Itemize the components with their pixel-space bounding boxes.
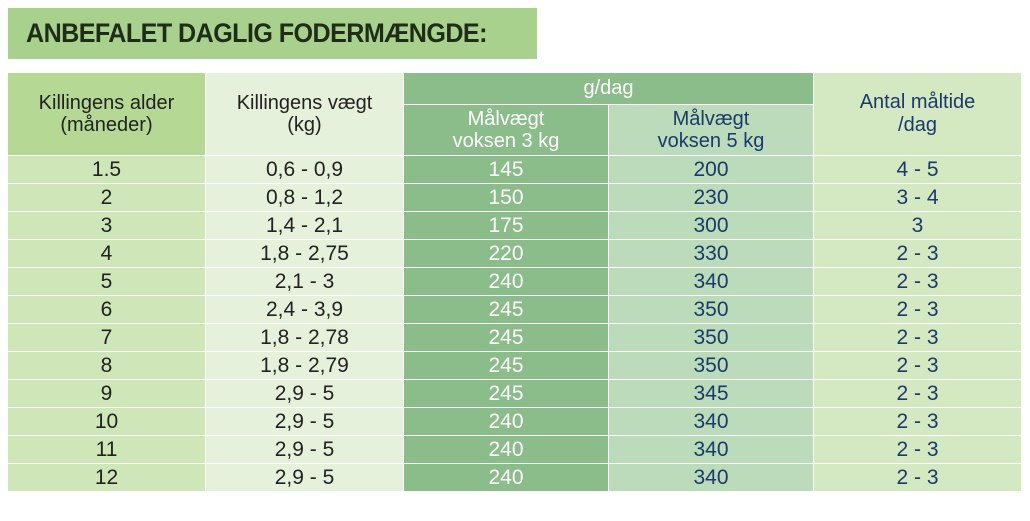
page-title: ANBEFALET DAGLIG FODERMÆNGDE: bbox=[26, 18, 487, 48]
table-row: 5 2,1 - 3 240 340 2 - 3 bbox=[7, 267, 1022, 296]
cell-target-3kg: 150 bbox=[403, 183, 609, 212]
cell-target-5kg: 340 bbox=[608, 435, 814, 464]
cell-meals: 2 - 3 bbox=[813, 463, 1022, 492]
cell-target-3kg: 245 bbox=[403, 295, 609, 324]
header-target-5kg-line1: Målvægt bbox=[672, 108, 750, 130]
cell-meals: 2 - 3 bbox=[813, 351, 1022, 380]
header-weight-line1: Killingens vægt bbox=[236, 92, 373, 114]
cell-target-3kg: 220 bbox=[403, 239, 609, 268]
cell-target-5kg: 340 bbox=[608, 267, 814, 296]
header-target-3kg: Målvægt voksen 3 kg bbox=[403, 104, 609, 156]
cell-target-3kg: 145 bbox=[403, 155, 609, 184]
title-banner: ANBEFALET DAGLIG FODERMÆNGDE: bbox=[8, 8, 537, 59]
cell-age: 11 bbox=[7, 435, 206, 464]
cell-target-5kg: 200 bbox=[608, 155, 814, 184]
cell-meals: 4 - 5 bbox=[813, 155, 1022, 184]
cell-age: 9 bbox=[7, 379, 206, 408]
cell-target-3kg: 240 bbox=[403, 267, 609, 296]
cell-meals: 2 - 3 bbox=[813, 267, 1022, 296]
header-age-line2: (måneder) bbox=[60, 114, 153, 136]
cell-meals: 2 - 3 bbox=[813, 379, 1022, 408]
header-target-3kg-line2: voksen 3 kg bbox=[452, 130, 560, 152]
cell-age: 12 bbox=[7, 463, 206, 492]
cell-target-3kg: 240 bbox=[403, 407, 609, 436]
cell-target-5kg: 350 bbox=[608, 351, 814, 380]
cell-meals: 3 bbox=[813, 211, 1022, 240]
table-row: 6 2,4 - 3,9 245 350 2 - 3 bbox=[7, 295, 1022, 324]
cell-age: 10 bbox=[7, 407, 206, 436]
cell-target-5kg: 330 bbox=[608, 239, 814, 268]
table-row: 2 0,8 - 1,2 150 230 3 - 4 bbox=[7, 183, 1022, 212]
cell-age: 7 bbox=[7, 323, 206, 352]
cell-target-5kg: 350 bbox=[608, 323, 814, 352]
cell-target-5kg: 345 bbox=[608, 379, 814, 408]
header-meals-line2: /dag bbox=[898, 114, 937, 136]
cell-weight: 1,8 - 2,75 bbox=[205, 239, 404, 268]
cell-age: 3 bbox=[7, 211, 206, 240]
cell-target-3kg: 240 bbox=[403, 463, 609, 492]
cell-target-3kg: 175 bbox=[403, 211, 609, 240]
cell-weight: 2,9 - 5 bbox=[205, 435, 404, 464]
cell-target-3kg: 245 bbox=[403, 351, 609, 380]
cell-meals: 2 - 3 bbox=[813, 239, 1022, 268]
cell-age: 8 bbox=[7, 351, 206, 380]
header-target-5kg: Målvægt voksen 5 kg bbox=[608, 104, 814, 156]
table-row: 3 1,4 - 2,1 175 300 3 bbox=[7, 211, 1022, 240]
cell-weight: 2,9 - 5 bbox=[205, 463, 404, 492]
cell-age: 5 bbox=[7, 267, 206, 296]
header-weight: Killingens vægt (kg) bbox=[205, 72, 404, 156]
header-meals-line1: Antal måltide bbox=[859, 91, 976, 113]
header-target-5kg-line2: voksen 5 kg bbox=[657, 130, 765, 152]
cell-age: 1.5 bbox=[7, 155, 206, 184]
cell-target-5kg: 230 bbox=[608, 183, 814, 212]
header-row-top: Killingens alder (måneder) Killingens væ… bbox=[7, 72, 1022, 156]
cell-target-3kg: 240 bbox=[403, 435, 609, 464]
table-row: 8 1,8 - 2,79 245 350 2 - 3 bbox=[7, 351, 1022, 380]
cell-weight: 2,4 - 3,9 bbox=[205, 295, 404, 324]
table-row: 10 2,9 - 5 240 340 2 - 3 bbox=[7, 407, 1022, 436]
cell-age: 6 bbox=[7, 295, 206, 324]
cell-target-3kg: 245 bbox=[403, 323, 609, 352]
cell-target-5kg: 300 bbox=[608, 211, 814, 240]
table-row: 12 2,9 - 5 240 340 2 - 3 bbox=[7, 463, 1022, 492]
header-age-line1: Killingens alder bbox=[38, 92, 175, 114]
header-age: Killingens alder (måneder) bbox=[7, 72, 206, 156]
table-row: 9 2,9 - 5 245 345 2 - 3 bbox=[7, 379, 1022, 408]
cell-weight: 1,4 - 2,1 bbox=[205, 211, 404, 240]
cell-age: 4 bbox=[7, 239, 206, 268]
header-target-3kg-line1: Målvægt bbox=[467, 108, 545, 130]
cell-weight: 2,1 - 3 bbox=[205, 267, 404, 296]
header-row-sub: Målvægt voksen 3 kg Målvægt voksen 5 kg bbox=[8, 104, 1022, 156]
cell-meals: 2 - 3 bbox=[813, 407, 1022, 436]
cell-meals: 2 - 3 bbox=[813, 323, 1022, 352]
feeding-table: Killingens alder (måneder) Killingens væ… bbox=[7, 72, 1022, 492]
table-row: 11 2,9 - 5 240 340 2 - 3 bbox=[7, 435, 1022, 464]
cell-meals: 2 - 3 bbox=[813, 435, 1022, 464]
table-body: 1.5 0,6 - 0,9 145 200 4 - 5 2 0,8 - 1,2 150 230 3… bbox=[7, 155, 1022, 492]
header-weight-line2: (kg) bbox=[287, 114, 322, 136]
cell-meals: 2 - 3 bbox=[813, 295, 1022, 324]
cell-weight: 1,8 - 2,79 bbox=[205, 351, 404, 380]
cell-weight: 1,8 - 2,78 bbox=[205, 323, 404, 352]
cell-target-5kg: 340 bbox=[608, 407, 814, 436]
cell-meals: 3 - 4 bbox=[813, 183, 1022, 212]
header-meals: Antal måltide /dag bbox=[813, 72, 1022, 156]
cell-age: 2 bbox=[7, 183, 206, 212]
header-gdag: g/dag bbox=[403, 72, 814, 105]
cell-weight: 2,9 - 5 bbox=[205, 407, 404, 436]
cell-target-5kg: 350 bbox=[608, 295, 814, 324]
table-row: 7 1,8 - 2,78 245 350 2 - 3 bbox=[7, 323, 1022, 352]
table-row: 1.5 0,6 - 0,9 145 200 4 - 5 bbox=[7, 155, 1022, 184]
cell-target-3kg: 245 bbox=[403, 379, 609, 408]
cell-weight: 0,8 - 1,2 bbox=[205, 183, 404, 212]
cell-weight: 2,9 - 5 bbox=[205, 379, 404, 408]
cell-weight: 0,6 - 0,9 bbox=[205, 155, 404, 184]
cell-target-5kg: 340 bbox=[608, 463, 814, 492]
table-row: 4 1,8 - 2,75 220 330 2 - 3 bbox=[7, 239, 1022, 268]
